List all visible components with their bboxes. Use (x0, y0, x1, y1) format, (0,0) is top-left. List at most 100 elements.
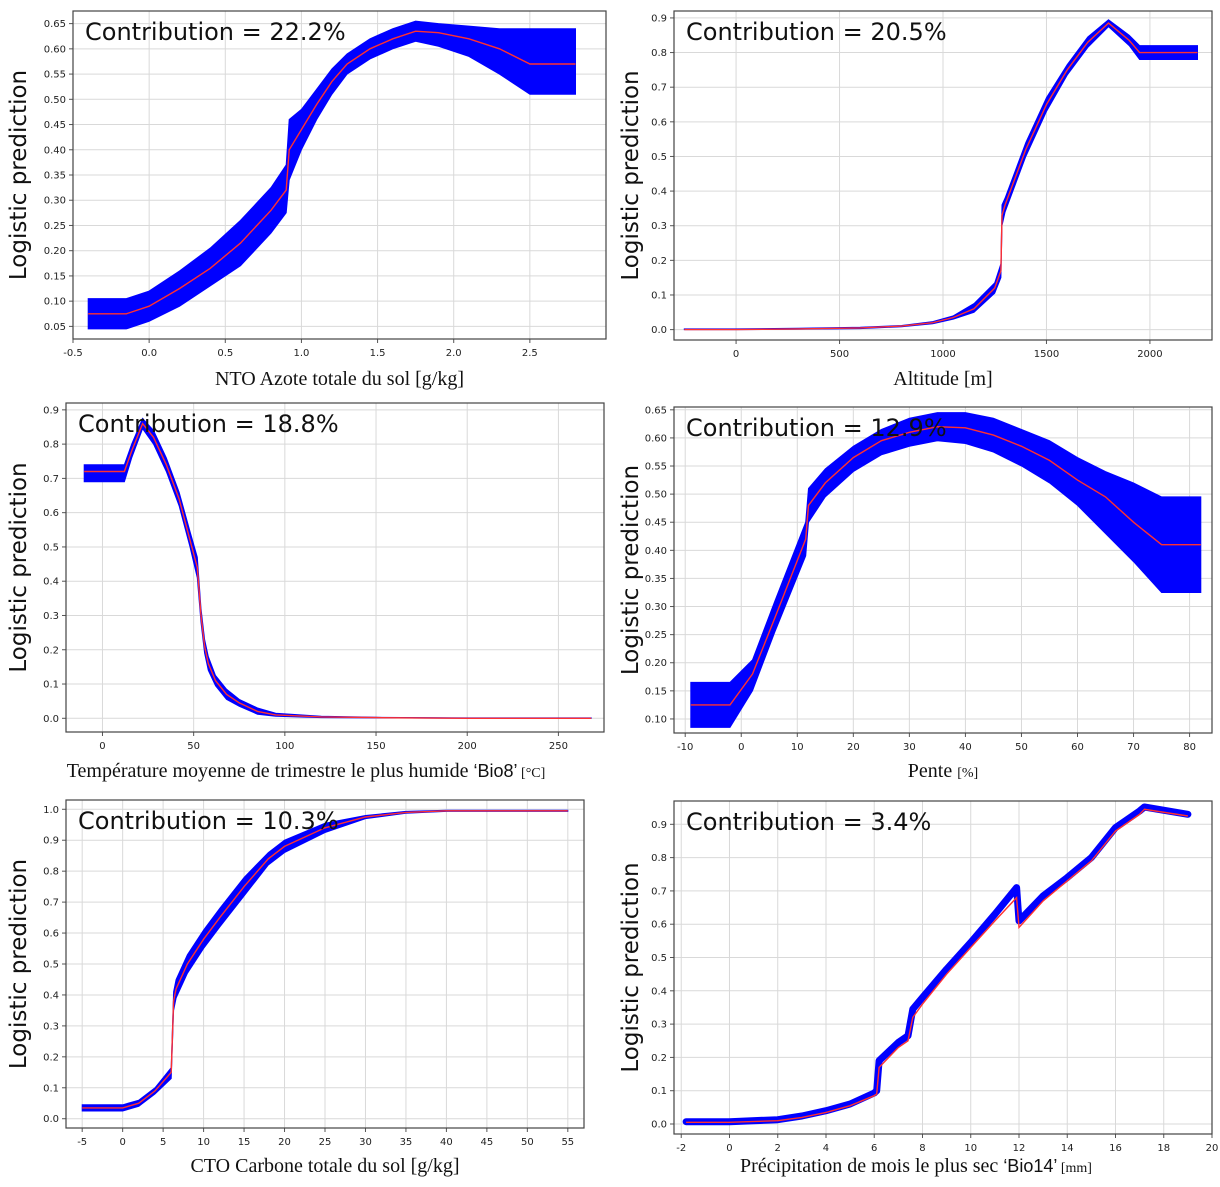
y-tick-label: 0.1 (651, 290, 667, 301)
y-tick-label: 0.6 (651, 920, 667, 931)
x-axis-label-bio8: Température moyenne de trimestre le plus… (0, 760, 612, 783)
x-tick-label: 20 (1206, 1143, 1219, 1154)
x-axis-label-bio8-code: ‘Bio8’ (473, 761, 518, 781)
mean-response-line (684, 22, 1198, 331)
y-tick-label: 0.50 (44, 95, 66, 106)
y-tick-label: 0.1 (43, 680, 59, 691)
x-tick-label: 0.5 (217, 348, 233, 359)
y-tick-label: 0.5 (651, 953, 667, 964)
y-tick-label: 0.20 (44, 246, 66, 257)
x-tick-label: 20 (278, 1137, 291, 1148)
x-tick-label: 100 (275, 741, 294, 752)
plot-area (66, 403, 604, 732)
contribution-annotation: Contribution = 3.4% (686, 808, 931, 836)
y-tick-label: 0.10 (44, 297, 66, 308)
y-tick-label: 0.15 (44, 271, 66, 282)
y-axis-label: Logistic prediction (618, 862, 644, 1072)
y-tick-label: 0.3 (651, 1020, 667, 1031)
y-tick-label: 0.7 (43, 474, 59, 485)
y-tick-label: 0.8 (651, 48, 667, 59)
y-tick-label: 0.3 (43, 1021, 59, 1032)
plot-frame (65, 402, 605, 733)
y-tick-label: 0.5 (43, 542, 59, 553)
y-tick-label: 0.7 (43, 898, 59, 909)
y-tick-label: 0.10 (645, 714, 667, 725)
x-axis-label-slope-main: Pente (907, 760, 958, 782)
chart-panel-bio14: -2 0 2 4 6 8 10 12 14 16 18 20 0.0 0.1 0.2 0.3 0.4 0.5 0.6… (618, 800, 1219, 1154)
x-tick-label: -0.5 (63, 348, 83, 359)
x-tick-label: 1500 (1034, 349, 1059, 360)
chart-panel-carbon: -5 0 5 10 15 20 25 30 35 40 45 50 55 0.0 0.1 0.2 0.3 0.4 0… (6, 799, 585, 1148)
x-tick-label: 0.0 (141, 348, 157, 359)
plot-area (674, 801, 1212, 1134)
x-tick-label: 200 (458, 741, 477, 752)
y-tick-label: 0.7 (651, 886, 667, 897)
chart-panel-nitrogen: -0.5 0.0 0.5 1.0 1.5 2.0 2.5 0.05 0.10 0.15 0.20 0.… (6, 10, 607, 359)
y-axis-label: Logistic prediction (6, 859, 32, 1069)
x-tick-label: 12 (1013, 1143, 1026, 1154)
contribution-annotation: Contribution = 20.5% (686, 18, 947, 46)
x-tick-label: 18 (1157, 1143, 1170, 1154)
confidence-band (87, 20, 576, 330)
y-axis-label: Logistic prediction (6, 462, 32, 672)
y-tick-label: 0.5 (651, 152, 667, 163)
x-tick-label: 15 (238, 1137, 251, 1148)
chart-panel-altitude: 0 500 1000 1500 2000 0.0 0.1 0.2 0.3 0.4 0.5 0.6 0.7… (618, 10, 1213, 360)
y-tick-label: 0.0 (43, 1114, 59, 1125)
x-tick-label: 1000 (930, 349, 955, 360)
x-tick-label: 0 (99, 741, 105, 752)
x-tick-label: 40 (959, 742, 972, 753)
y-tick-label: 0.35 (44, 171, 66, 182)
confidence-band (683, 19, 1198, 331)
x-tick-label: -10 (677, 742, 693, 753)
y-tick-label: 0.8 (43, 440, 59, 451)
x-tick-label: 30 (359, 1137, 372, 1148)
x-tick-label: 500 (830, 349, 849, 360)
y-tick-label: 0.9 (651, 13, 667, 24)
y-tick-label: 0.4 (651, 986, 667, 997)
x-tick-label: 6 (871, 1143, 877, 1154)
y-tick-label: 0.30 (44, 196, 66, 207)
y-tick-label: 0.3 (43, 611, 59, 622)
y-tick-label: 0.4 (651, 187, 667, 198)
y-tick-label: 0.60 (645, 433, 667, 444)
x-tick-label: 40 (440, 1137, 453, 1148)
x-tick-label: 25 (319, 1137, 332, 1148)
y-tick-label: 0.25 (645, 630, 667, 641)
x-tick-label: 80 (1183, 742, 1196, 753)
x-tick-label: 60 (1071, 742, 1084, 753)
x-axis-label-slope: Pente [%] (674, 760, 1212, 783)
y-tick-label: 0.55 (645, 462, 667, 473)
x-tick-label: 50 (521, 1137, 534, 1148)
y-tick-label: 0.15 (645, 686, 667, 697)
y-tick-label: 0.4 (43, 990, 59, 1001)
x-axis-label-bio14-unit: [mm] (1057, 1161, 1092, 1176)
x-tick-label: 70 (1127, 742, 1140, 753)
x-tick-label: 35 (400, 1137, 413, 1148)
y-tick-label: 0.20 (645, 658, 667, 669)
y-tick-label: 0.05 (44, 322, 66, 333)
y-axis-label: Logistic prediction (618, 465, 644, 675)
x-tick-label: 30 (903, 742, 916, 753)
y-tick-label: 0.2 (651, 1053, 667, 1064)
contribution-annotation: Contribution = 18.8% (78, 410, 339, 438)
y-tick-label: 0.0 (651, 325, 667, 336)
x-tick-label: -2 (676, 1143, 686, 1154)
x-tick-label: 2 (775, 1143, 781, 1154)
confidence-band (682, 803, 1192, 1126)
mean-response-line (690, 425, 1201, 706)
mean-response-line (686, 808, 1189, 1123)
mean-response-line (88, 30, 576, 315)
plot-frame (65, 799, 585, 1129)
x-tick-label: 0 (726, 1143, 732, 1154)
y-tick-label: 0.9 (43, 836, 59, 847)
contribution-annotation: Contribution = 12.9% (686, 414, 947, 442)
chart-panel-slope: -10 0 10 20 30 40 50 60 70 80 0.10 0.15 0.20 0.25 0.30… (618, 405, 1213, 753)
y-tick-label: 0.45 (645, 518, 667, 529)
x-axis-label-bio14-main: Précipitation de mois le plus sec (740, 1155, 1004, 1177)
y-tick-label: 0.1 (651, 1086, 667, 1097)
y-tick-label: 0.1 (43, 1083, 59, 1094)
x-tick-label: 2.5 (522, 348, 538, 359)
x-tick-label: 0 (119, 1137, 125, 1148)
y-tick-label: 0.50 (645, 490, 667, 501)
